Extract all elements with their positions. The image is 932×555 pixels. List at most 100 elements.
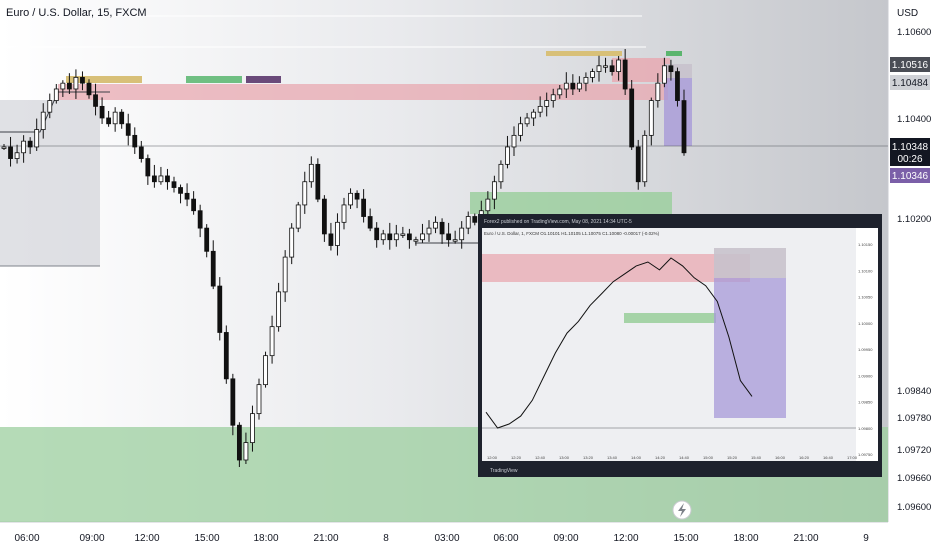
inset-y-tick-label: 1.09900: [858, 373, 873, 378]
inset-x-tick-label: 17:00: [847, 455, 858, 460]
inset-y-tick-label: 1.09950: [858, 347, 873, 352]
candle-body: [361, 198, 367, 217]
y-tick-label: 1.09780: [897, 413, 931, 424]
y-tick-label: 1.10600: [897, 27, 931, 38]
inset-x-tick-label: 13:20: [583, 455, 594, 460]
price-scale[interactable]: [888, 0, 932, 550]
inset-x-ticks: 12:00 12:20 12:40 13:00 13:20 13:40 14:00 14:20…: [487, 455, 858, 460]
x-tick-label: 8: [383, 533, 389, 544]
candle-body: [446, 233, 452, 241]
inset-x-tick-label: 15:20: [727, 455, 738, 460]
y-tick-label: 1.09720: [897, 445, 931, 456]
candle-body: [27, 140, 33, 148]
inset-y-tick-label: 1.10000: [858, 321, 873, 326]
inset-x-tick-label: 12:00: [487, 455, 498, 460]
inset-x-tick-label: 13:00: [559, 455, 570, 460]
candle-body: [642, 134, 648, 183]
candle-body: [452, 239, 458, 242]
inset-trade-box-stop: [714, 248, 786, 278]
label-chip-gold-2: [546, 51, 622, 56]
candle-body: [668, 65, 674, 72]
inset-x-tick-label: 14:20: [655, 455, 666, 460]
candle-body: [165, 175, 170, 183]
chart-title[interactable]: Euro / U.S. Dollar, 15, FXCM: [6, 7, 147, 19]
inset-price-path: [485, 257, 753, 429]
candle-body: [171, 181, 177, 188]
candle-body: [648, 100, 654, 136]
x-tick-label: 09:00: [553, 533, 578, 544]
candle-body: [603, 65, 608, 68]
candle-body: [380, 233, 386, 241]
inset-x-tick-label: 15:00: [703, 455, 714, 460]
candle-body: [223, 332, 229, 380]
candle-body: [138, 146, 144, 159]
candle-body: [537, 105, 543, 113]
countdown-label: 00:26: [897, 154, 922, 165]
candle-body: [406, 233, 412, 241]
inset-flag-zone: [624, 313, 716, 323]
candle-body: [622, 59, 628, 90]
candle-body: [119, 111, 125, 125]
candle-body: [413, 239, 419, 242]
candle-body: [491, 181, 497, 200]
inset-x-tick-label: 14:40: [679, 455, 690, 460]
candle-body: [80, 76, 85, 84]
candle-body: [315, 163, 321, 200]
candle-body: [341, 204, 347, 223]
candle-body: [197, 210, 203, 229]
candle-body: [518, 123, 523, 136]
inset-x-tick-label: 14:00: [631, 455, 642, 460]
candle-body: [269, 326, 275, 357]
candle-body: [34, 129, 40, 148]
candle-body: [374, 227, 380, 241]
candle-body: [158, 175, 164, 183]
y-tick-label: 1.10400: [897, 114, 931, 125]
inset-x-tick-label: 12:20: [511, 455, 522, 460]
candle-body: [367, 216, 373, 229]
candle-body: [609, 65, 615, 72]
candle-body: [472, 216, 478, 223]
candle-body: [295, 204, 301, 229]
x-tick-label: 18:00: [253, 533, 278, 544]
candle-body: [8, 146, 13, 159]
candle-body: [570, 82, 576, 90]
y-tick-label: 1.10200: [897, 214, 931, 225]
candle-body: [93, 94, 98, 107]
candle-body: [420, 233, 425, 241]
candle-body: [132, 134, 138, 148]
candle-body: [544, 100, 550, 107]
consolidation-box-left: [0, 100, 100, 266]
candle-body: [66, 82, 72, 90]
label-chip-gold-1: [66, 76, 142, 83]
candle-body: [328, 233, 334, 246]
x-tick-label: 06:00: [493, 533, 518, 544]
candle-body: [86, 82, 92, 96]
time-scale[interactable]: [0, 522, 888, 550]
candle-body: [47, 100, 53, 113]
candle-body: [335, 221, 340, 246]
candle-body: [236, 424, 242, 461]
price-tag-upper-bg: [890, 57, 930, 72]
inset-chart[interactable]: Forex2 published on TradingView.com, May…: [478, 214, 882, 477]
candle-body: [60, 82, 66, 90]
candle-body: [439, 221, 445, 235]
flash-icon[interactable]: [672, 500, 692, 520]
candle-body: [393, 233, 399, 241]
candle-body: [400, 233, 406, 236]
candle-body: [348, 192, 353, 206]
candle-body: [655, 82, 661, 101]
candle-body: [40, 111, 46, 130]
candle-body: [145, 158, 151, 177]
candle-body: [661, 65, 667, 84]
small-green-marker: [666, 51, 682, 56]
inset-footer: TradingView: [490, 468, 518, 474]
candle-body: [459, 227, 465, 241]
candle-body: [583, 76, 589, 84]
candle-body: [629, 88, 635, 148]
candle-body: [250, 413, 255, 444]
y-axis-ticks: 1.10600 1.10400 1.10200 1.09840 1.09780 1.097…: [897, 27, 931, 513]
candle-body: [217, 285, 223, 333]
candle-body: [276, 291, 282, 328]
candle-body: [106, 117, 112, 125]
